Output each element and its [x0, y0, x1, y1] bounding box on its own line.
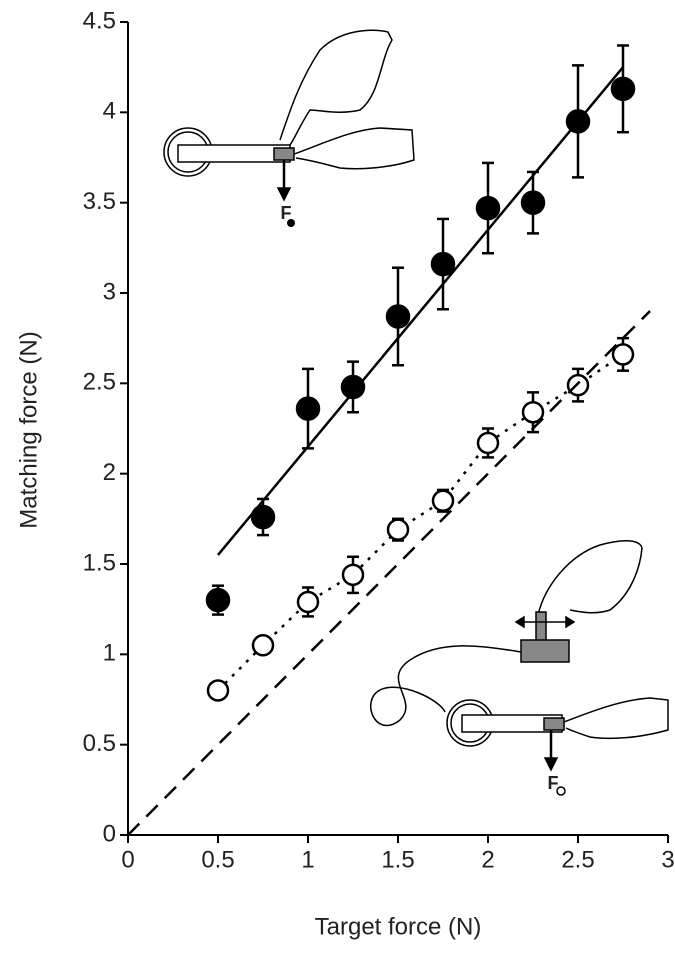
data-point: [520, 190, 546, 215]
y-tick-label: 4.5: [83, 7, 116, 34]
inset-illustration-filled: [163, 29, 415, 202]
y-tick-label: 3.5: [83, 188, 116, 215]
data-point: [476, 431, 500, 455]
y-tick-label: 0: [103, 820, 116, 847]
x-tick-label: 0: [121, 846, 134, 873]
data-point: [431, 489, 455, 513]
data-point: [386, 518, 410, 541]
data-point: [206, 679, 230, 702]
x-axis-label: Target force (N): [315, 913, 482, 940]
series-line: [217, 353, 624, 692]
x-tick-label: 2.5: [561, 846, 594, 873]
y-tick-label: 1.5: [83, 549, 116, 576]
x-tick-label: 0.5: [201, 846, 234, 873]
annotation-symbol: [287, 219, 295, 227]
data-point: [341, 563, 365, 587]
annotation-symbol: [556, 786, 566, 796]
data-point: [251, 634, 275, 657]
inset-illustration-open: [370, 540, 669, 772]
y-tick-label: 0.5: [83, 730, 116, 757]
data-point: [521, 400, 545, 424]
y-axis-label: Matching force (N): [15, 331, 42, 528]
y-tick-label: 1: [103, 640, 116, 667]
data-point: [296, 590, 320, 614]
data-point: [475, 195, 501, 221]
annotation: F: [548, 773, 559, 793]
series-line: [127, 310, 651, 836]
data-point: [611, 343, 635, 366]
data-point: [295, 396, 321, 421]
series-line: [217, 66, 624, 556]
data-point: [250, 504, 276, 530]
x-tick-label: 1.5: [381, 846, 414, 873]
y-tick-label: 2.5: [83, 369, 116, 396]
data-point: [430, 251, 456, 277]
data-point: [385, 304, 411, 329]
y-tick-label: 2: [103, 459, 116, 486]
data-point: [610, 76, 636, 102]
y-tick-label: 4: [103, 98, 116, 125]
x-tick-label: 2: [481, 846, 494, 873]
data-point: [205, 587, 231, 613]
annotation: F: [281, 203, 292, 223]
data-point: [566, 373, 590, 397]
data-point: [340, 374, 366, 400]
x-tick-label: 1: [301, 846, 314, 873]
y-tick-label: 3: [103, 278, 116, 305]
x-tick-label: 3: [661, 846, 674, 873]
